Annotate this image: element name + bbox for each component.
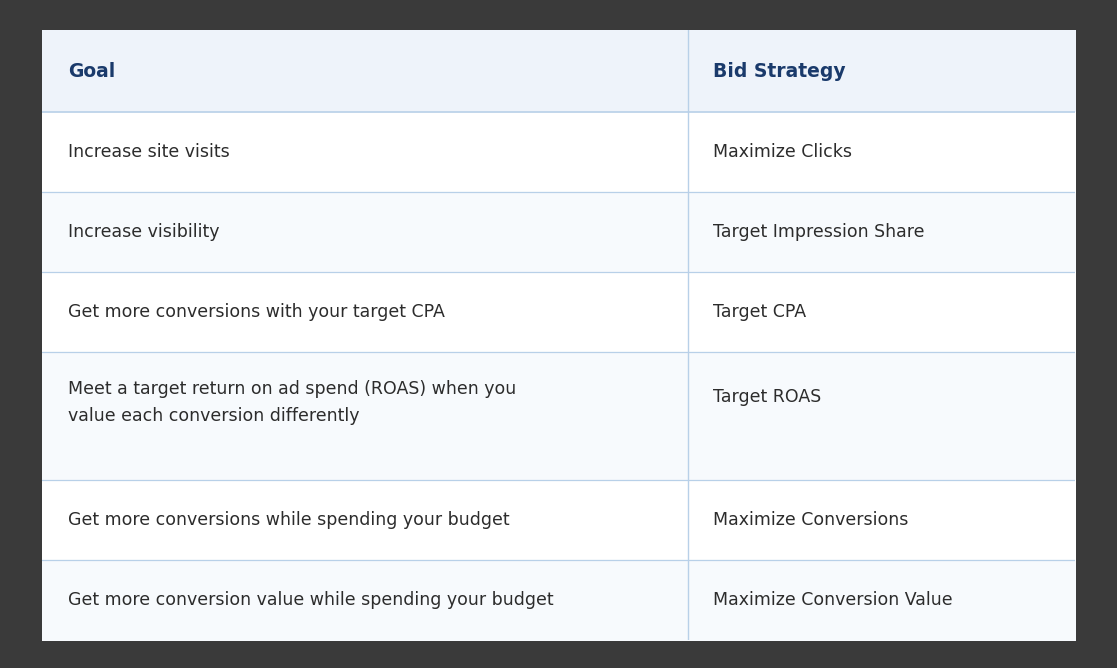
Text: Target ROAS: Target ROAS (714, 388, 822, 406)
Text: Increase visibility: Increase visibility (68, 223, 220, 241)
Text: Target Impression Share: Target Impression Share (714, 223, 925, 241)
Text: Bid Strategy: Bid Strategy (714, 61, 846, 81)
Text: Target CPA: Target CPA (714, 303, 806, 321)
Text: Get more conversions with your target CPA: Get more conversions with your target CP… (68, 303, 445, 321)
FancyBboxPatch shape (30, 23, 1087, 647)
Text: Maximize Conversion Value: Maximize Conversion Value (714, 591, 953, 609)
Text: Goal: Goal (68, 61, 115, 81)
Text: Get more conversions while spending your budget: Get more conversions while spending your… (68, 511, 509, 529)
Text: Increase site visits: Increase site visits (68, 144, 230, 161)
Text: Maximize Conversions: Maximize Conversions (714, 511, 909, 529)
Text: Get more conversion value while spending your budget: Get more conversion value while spending… (68, 591, 554, 609)
Text: Meet a target return on ad spend (ROAS) when you
value each conversion different: Meet a target return on ad spend (ROAS) … (68, 380, 516, 425)
Text: Maximize Clicks: Maximize Clicks (714, 144, 852, 161)
